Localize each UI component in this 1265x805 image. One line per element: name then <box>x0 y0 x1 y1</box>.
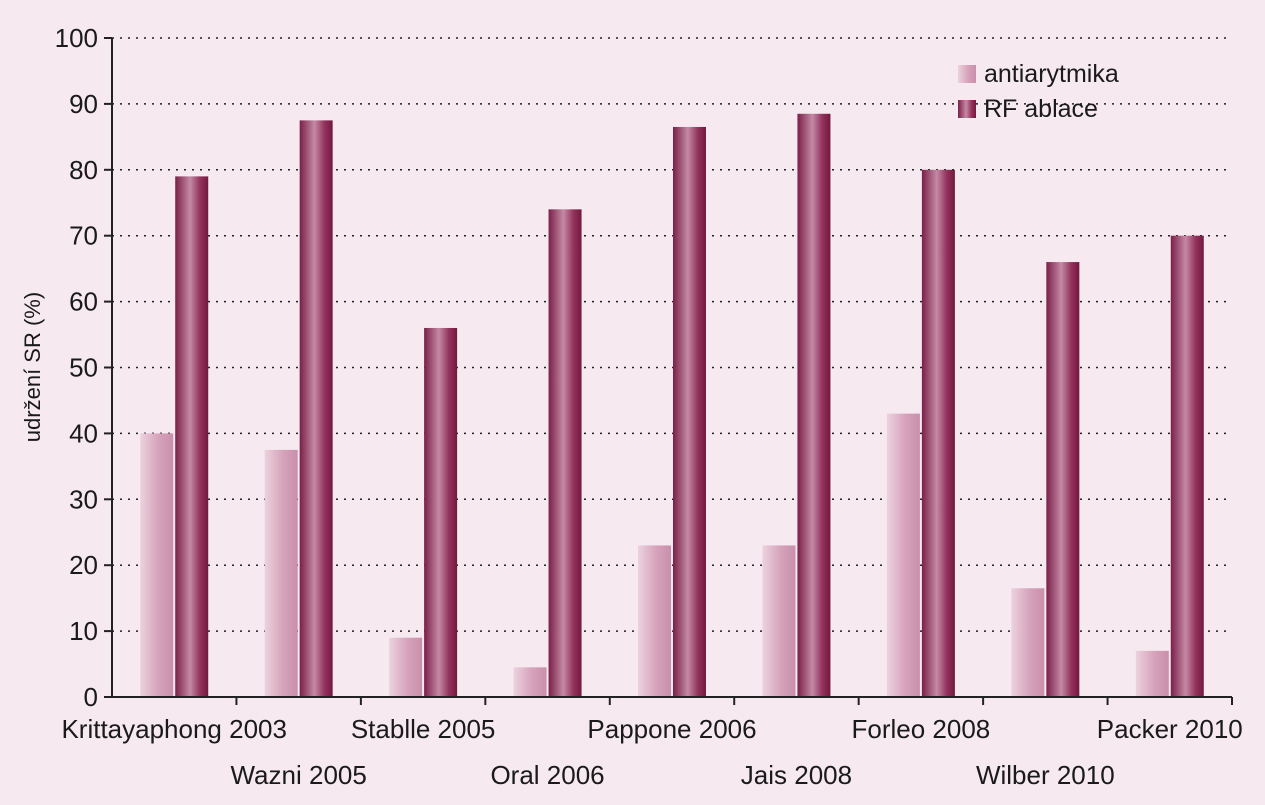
x-tick-label: Krittayaphong 2003 <box>61 714 287 744</box>
gridlines <box>112 37 1232 632</box>
bar-antiarytmika <box>1011 588 1045 697</box>
bar-antiarytmika <box>638 545 671 697</box>
bar-rf-ablace <box>548 209 582 697</box>
bar-rf-ablace <box>299 120 333 697</box>
x-tick-label: Wilber 2010 <box>976 760 1115 790</box>
y-tick-label: 90 <box>69 89 98 119</box>
y-axis-label: udržení SR (%) <box>20 292 45 442</box>
y-tick-label: 0 <box>84 682 98 712</box>
bar-rf-ablace <box>921 169 955 698</box>
bar-antiarytmika <box>264 449 298 697</box>
bar-antiarytmika <box>762 545 796 697</box>
bar-antiarytmika <box>389 637 423 697</box>
axes <box>104 37 1233 705</box>
y-tick-label: 30 <box>69 484 98 514</box>
y-tick-label: 100 <box>55 23 98 53</box>
x-tick-label: Oral 2006 <box>490 760 604 790</box>
y-tick-label: 50 <box>69 353 98 383</box>
bar-antiarytmika <box>140 433 174 697</box>
x-tick-label: Wazni 2005 <box>230 760 366 790</box>
y-tick-label: 60 <box>69 287 98 317</box>
x-tick-label: Packer 2010 <box>1097 714 1243 744</box>
bar-rf-ablace <box>1046 262 1080 697</box>
y-tick-label: 40 <box>69 418 98 448</box>
legend-label: antiarytmika <box>984 60 1119 88</box>
bar-rf-ablace <box>673 126 706 698</box>
y-tick-labels: 0 10 20 30 40 50 60 70 80 90 100 <box>55 23 98 712</box>
y-tick-label: 70 <box>69 221 98 251</box>
bar-antiarytmika <box>886 413 920 697</box>
legend-swatch <box>958 65 976 83</box>
x-tick-label: Stablle 2005 <box>351 714 496 744</box>
x-tick-label: Pappone 2006 <box>587 714 756 744</box>
legend: antiarytmika RF ablace <box>958 60 1119 123</box>
bar-rf-ablace <box>424 327 458 697</box>
bars <box>140 113 1204 698</box>
x-tick-label: Jais 2008 <box>741 760 852 790</box>
y-tick-label: 20 <box>69 550 98 580</box>
legend-swatch <box>958 100 976 118</box>
bar-rf-ablace <box>797 113 831 697</box>
bar-rf-ablace <box>1170 235 1204 697</box>
legend-label: RF ablace <box>984 95 1098 123</box>
x-tick-labels: Krittayaphong 2003 Wazni 2005 Stablle 2005… <box>61 714 1242 790</box>
y-tick-label: 10 <box>69 616 98 646</box>
bar-antiarytmika <box>1135 650 1169 697</box>
bar-antiarytmika <box>513 667 547 697</box>
bar-rf-ablace <box>175 176 209 697</box>
x-tick-label: Forleo 2008 <box>852 714 991 744</box>
y-tick-label: 80 <box>69 155 98 185</box>
